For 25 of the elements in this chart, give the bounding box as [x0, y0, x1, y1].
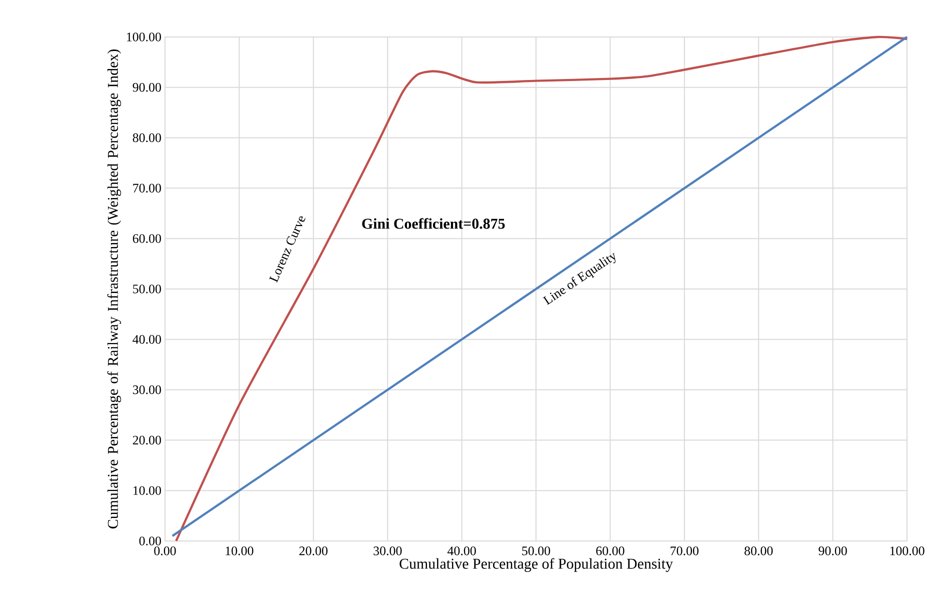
x-tick-label: 10.00	[226, 546, 254, 556]
x-tick-label: 40.00	[447, 546, 476, 556]
y-tick-label: 60.00	[132, 234, 161, 243]
x-tick-label: 50.00	[522, 546, 550, 556]
y-tick-label: 20.00	[132, 436, 161, 445]
x-tick-label: 70.00	[670, 546, 698, 556]
y-tick-label: 50.00	[133, 284, 161, 294]
x-axis-title: Cumulative Percentage of Population Density	[400, 558, 673, 572]
x-tick-label: 30.00	[374, 546, 402, 556]
y-tick-label: 40.00	[132, 334, 161, 344]
x-tick-label: 60.00	[596, 546, 624, 556]
y-tick-label: 10.00	[133, 486, 161, 495]
y-axis-title: Cumulative Percentage of Railway Infrastructure (Weighted Percentage Index)	[107, 50, 122, 528]
x-tick-label: 0.00	[154, 546, 176, 556]
y-tick-label: 100.00	[127, 32, 161, 42]
y-tick-label: 80.00	[132, 133, 161, 142]
y-tick-label: 0.00	[139, 536, 161, 546]
x-tick-label: 100.00	[890, 546, 924, 556]
x-tick-label: 90.00	[818, 546, 847, 556]
annotation: Gini Coefficient=0.875	[362, 218, 505, 229]
y-tick-label: 90.00	[132, 82, 161, 92]
y-tick-label: 30.00	[132, 385, 161, 394]
x-tick-label: 80.00	[744, 546, 773, 556]
y-tick-label: 70.00	[133, 184, 161, 193]
x-tick-label: 20.00	[299, 546, 328, 556]
